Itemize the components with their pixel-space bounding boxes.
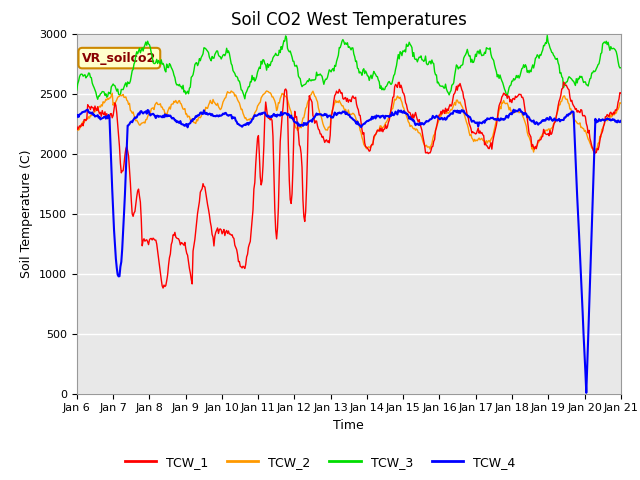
Legend: TCW_1, TCW_2, TCW_3, TCW_4: TCW_1, TCW_2, TCW_3, TCW_4	[120, 451, 520, 474]
Y-axis label: Soil Temperature (C): Soil Temperature (C)	[20, 149, 33, 278]
Title: Soil CO2 West Temperatures: Soil CO2 West Temperatures	[231, 11, 467, 29]
Text: VR_soilco2: VR_soilco2	[82, 51, 157, 65]
X-axis label: Time: Time	[333, 419, 364, 432]
